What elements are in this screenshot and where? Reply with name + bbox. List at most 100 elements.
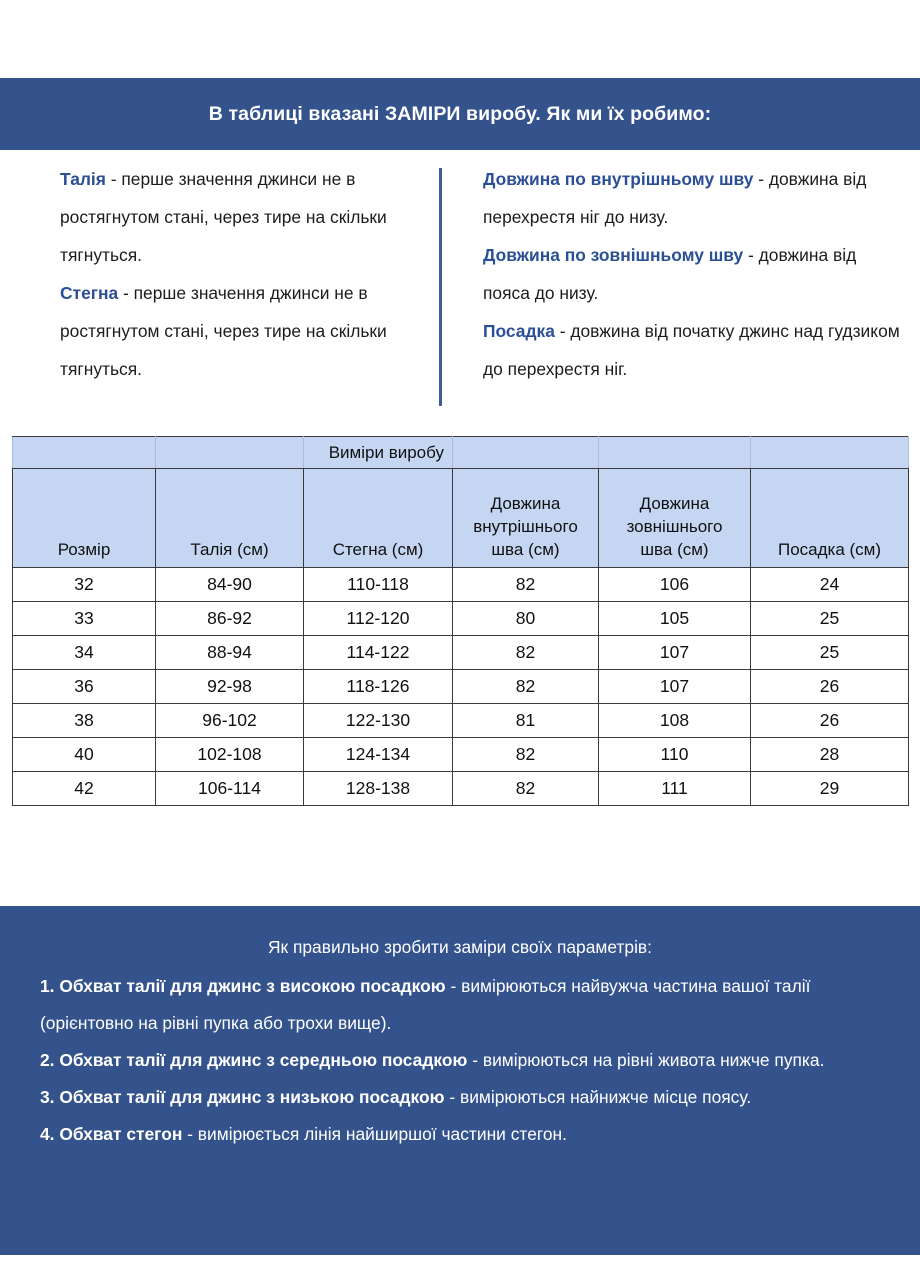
definition-waist: Талія - перше значення джинси не в ростя… [60, 160, 428, 274]
cell-outseam: 105 [598, 601, 751, 636]
definition-separator: - [554, 321, 571, 341]
cell-waist: 92-98 [155, 669, 304, 704]
table-title-spacer-3 [452, 436, 599, 469]
definition-separator: - [753, 169, 769, 189]
table-header-row: Розмір Талія (см) Стегна (см) Довжина вн… [12, 468, 909, 568]
cell-inseam: 82 [452, 669, 599, 704]
definition-outseam: Довжина по зовнішньому шву - довжина від… [483, 236, 903, 312]
cell-size: 42 [12, 771, 156, 806]
cell-hips: 112-120 [303, 601, 453, 636]
instruction-label: 2. Обхват талії для джинс з середньою по… [40, 1050, 468, 1070]
column-header-line: зовнішнього [626, 517, 723, 536]
table-row: 42 106-114 128-138 82 111 29 [12, 771, 909, 806]
definition-separator: - [743, 245, 759, 265]
cell-waist: 102-108 [155, 737, 304, 772]
definition-text-hips: перше значення джинси не в ростягнутом с… [60, 283, 387, 379]
column-header-line: Посадка (см) [777, 540, 882, 559]
cell-rise: 25 [750, 601, 909, 636]
definition-term-waist: Талія [60, 169, 106, 189]
cell-size: 32 [12, 567, 156, 602]
definition-text-inseam: довжина від перехрестя ніг до низу. [483, 169, 867, 227]
column-header-line: Довжина [490, 494, 561, 513]
cell-inseam: 82 [452, 567, 599, 602]
column-header-outseam: Довжина зовнішнього шва (см) [598, 468, 751, 568]
cell-rise: 26 [750, 669, 909, 704]
cell-rise: 28 [750, 737, 909, 772]
column-header-size: Розмір [12, 468, 156, 568]
instruction-label: 1. Обхват талії для джинс з високою поса… [40, 976, 446, 996]
column-header-rise: Посадка (см) [750, 468, 909, 568]
table-row: 34 88-94 114-122 82 107 25 [12, 635, 909, 670]
cell-outseam: 110 [598, 737, 751, 772]
table-title-spacer-4 [598, 436, 751, 469]
cell-outseam: 106 [598, 567, 751, 602]
table-title-cell: Виміри виробу [303, 436, 453, 469]
table-row: 36 92-98 118-126 82 107 26 [12, 669, 909, 704]
definition-separator: - [118, 283, 134, 303]
cell-rise: 26 [750, 703, 909, 738]
cell-inseam: 82 [452, 737, 599, 772]
definition-text-outseam: довжина від пояса до низу. [483, 245, 857, 303]
cell-waist: 96-102 [155, 703, 304, 738]
column-header-line: внутрішнього [473, 517, 578, 536]
column-header-line: Довжина [639, 494, 710, 513]
cell-hips: 110-118 [303, 567, 453, 602]
table-title-spacer-5 [750, 436, 909, 469]
column-header-line: шва (см) [640, 540, 709, 559]
cell-rise: 25 [750, 635, 909, 670]
table-row: 33 86-92 112-120 80 105 25 [12, 601, 909, 636]
cell-waist: 106-114 [155, 771, 304, 806]
instruction-separator: - [445, 976, 462, 996]
definition-text-rise: довжина від початку джинс над гудзиком д… [483, 321, 900, 379]
definition-hips: Стегна - перше значення джинси не в рост… [60, 274, 428, 388]
cell-hips: 128-138 [303, 771, 453, 806]
column-divider [439, 168, 442, 406]
instruction-text: вимірюються на рівні живота нижче пупка. [482, 1050, 825, 1070]
table-row: 38 96-102 122-130 81 108 26 [12, 703, 909, 738]
size-table: Виміри виробу Розмір Талія (см) Стегна (… [12, 436, 909, 806]
definition-term-outseam: Довжина по зовнішньому шву [483, 245, 744, 265]
definition-term-hips: Стегна [60, 283, 119, 303]
column-header-inseam: Довжина внутрішнього шва (см) [452, 468, 599, 568]
cell-inseam: 81 [452, 703, 599, 738]
instruction-separator: - [467, 1050, 483, 1070]
column-header-line: Розмір [57, 540, 111, 559]
definitions-left-column: Талія - перше значення джинси не в ростя… [60, 160, 428, 388]
instruction-item-2: 2. Обхват талії для джинс з середньою по… [40, 1042, 880, 1079]
cell-waist: 84-90 [155, 567, 304, 602]
definition-inseam: Довжина по внутрішньому шву - довжина ві… [483, 160, 903, 236]
top-banner: В таблиці вказані ЗАМІРИ виробу. Як ми ї… [0, 78, 920, 150]
cell-hips: 122-130 [303, 703, 453, 738]
cell-hips: 124-134 [303, 737, 453, 772]
instruction-item-4: 4. Обхват стегон - вимірюється лінія най… [40, 1116, 880, 1153]
size-table-wrapper: Виміри виробу Розмір Талія (см) Стегна (… [12, 436, 909, 806]
instruction-label: 3. Обхват талії для джинс з низькою поса… [40, 1087, 445, 1107]
column-header-line: шва (см) [491, 540, 560, 559]
definition-term-inseam: Довжина по внутрішньому шву [483, 169, 754, 189]
cell-waist: 88-94 [155, 635, 304, 670]
cell-outseam: 107 [598, 635, 751, 670]
column-header-hips: Стегна (см) [303, 468, 453, 568]
cell-outseam: 108 [598, 703, 751, 738]
definition-term-rise: Посадка [483, 321, 555, 341]
table-title-spacer-0 [12, 436, 156, 469]
definition-text-waist: перше значення джинси не в ростягнутом с… [60, 169, 387, 265]
table-row: 32 84-90 110-118 82 106 24 [12, 567, 909, 602]
instruction-text: вимірюються найнижче місце поясу. [459, 1087, 752, 1107]
cell-inseam: 80 [452, 601, 599, 636]
column-header-waist: Талія (см) [155, 468, 304, 568]
cell-hips: 114-122 [303, 635, 453, 670]
instruction-text: вимірюється лінія найширшої частини стег… [197, 1124, 567, 1144]
cell-rise: 24 [750, 567, 909, 602]
cell-outseam: 111 [598, 771, 751, 806]
table-row: 40 102-108 124-134 82 110 28 [12, 737, 909, 772]
instruction-text: вимірюються найвужча частина вашої талії… [40, 976, 811, 1033]
cell-size: 33 [12, 601, 156, 636]
cell-outseam: 107 [598, 669, 751, 704]
cell-size: 36 [12, 669, 156, 704]
instruction-label: 4. Обхват стегон [40, 1124, 183, 1144]
size-table-body: Виміри виробу Розмір Талія (см) Стегна (… [12, 436, 909, 806]
bottom-banner: Як правильно зробити заміри своїх параме… [0, 906, 920, 1255]
top-banner-title: В таблиці вказані ЗАМІРИ виробу. Як ми ї… [208, 102, 712, 125]
definitions-right-column: Довжина по внутрішньому шву - довжина ві… [483, 160, 903, 388]
